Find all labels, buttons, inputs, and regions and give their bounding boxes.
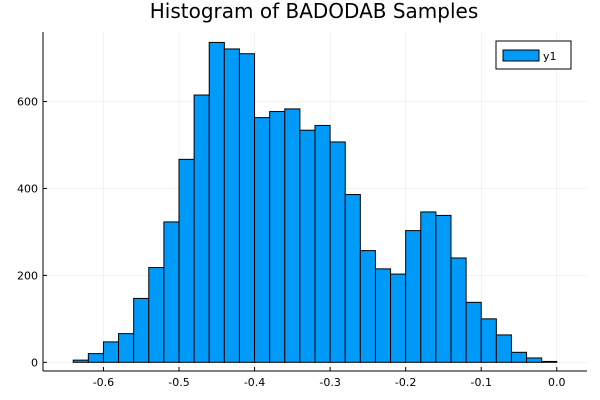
axes bbox=[42, 32, 587, 372]
y-ticks: 0 200 400 600 bbox=[17, 96, 47, 369]
histogram-bar bbox=[359, 250, 376, 363]
histogram-bar bbox=[344, 194, 361, 363]
x-tick-label: -0.4 bbox=[244, 376, 265, 389]
histogram-bar bbox=[102, 341, 120, 363]
histogram-bar bbox=[163, 221, 180, 363]
histogram-bar bbox=[87, 353, 104, 363]
histogram-bar bbox=[148, 267, 165, 363]
x-ticks: -0.6 -0.5 -0.4 -0.3 -0.2 -0.1 0.0 bbox=[93, 367, 566, 389]
histogram-bar bbox=[420, 211, 437, 363]
histogram-bar bbox=[208, 41, 225, 363]
y-tick-label: 0 bbox=[31, 356, 38, 369]
histogram-bar bbox=[495, 334, 512, 363]
histogram-bar bbox=[390, 273, 407, 363]
chart-title: Histogram of BADODAB Samples bbox=[150, 0, 479, 23]
y-tick-label: 200 bbox=[17, 269, 38, 282]
legend-label: y1 bbox=[543, 50, 557, 63]
x-tick-label: -0.2 bbox=[395, 376, 416, 389]
x-tick-label: 0.0 bbox=[548, 376, 566, 389]
histogram-bar bbox=[72, 359, 89, 363]
histogram-bar bbox=[238, 53, 256, 363]
histogram-bar bbox=[314, 124, 331, 363]
x-tick-label: -0.1 bbox=[470, 376, 491, 389]
histogram-bar bbox=[329, 141, 346, 363]
histogram-bar bbox=[450, 257, 467, 363]
histogram-bar bbox=[269, 111, 286, 363]
y-tick-label: 400 bbox=[17, 182, 38, 195]
histogram-bar bbox=[299, 129, 316, 363]
histogram-bar bbox=[465, 301, 482, 363]
histogram-bar bbox=[510, 351, 528, 363]
y-tick-label: 600 bbox=[17, 96, 38, 109]
histogram-bar bbox=[435, 214, 452, 363]
histogram-bar bbox=[118, 333, 135, 363]
legend: y1 bbox=[495, 40, 572, 70]
histogram-bar bbox=[480, 318, 497, 363]
histogram-bar bbox=[223, 48, 240, 363]
bars bbox=[72, 41, 558, 363]
histogram-bar bbox=[178, 158, 195, 363]
legend-swatch bbox=[502, 49, 540, 62]
x-tick-label: -0.6 bbox=[93, 376, 114, 389]
histogram-bar bbox=[284, 108, 301, 363]
histogram-bar bbox=[526, 357, 543, 363]
histogram-bar bbox=[405, 230, 422, 363]
histogram-bar bbox=[133, 297, 150, 363]
x-tick-label: -0.3 bbox=[319, 376, 340, 389]
histogram-bar bbox=[254, 117, 271, 363]
x-tick-label: -0.5 bbox=[168, 376, 189, 389]
histogram-bar bbox=[374, 268, 392, 363]
histogram-bar bbox=[193, 94, 210, 363]
histogram-bar bbox=[541, 360, 558, 363]
